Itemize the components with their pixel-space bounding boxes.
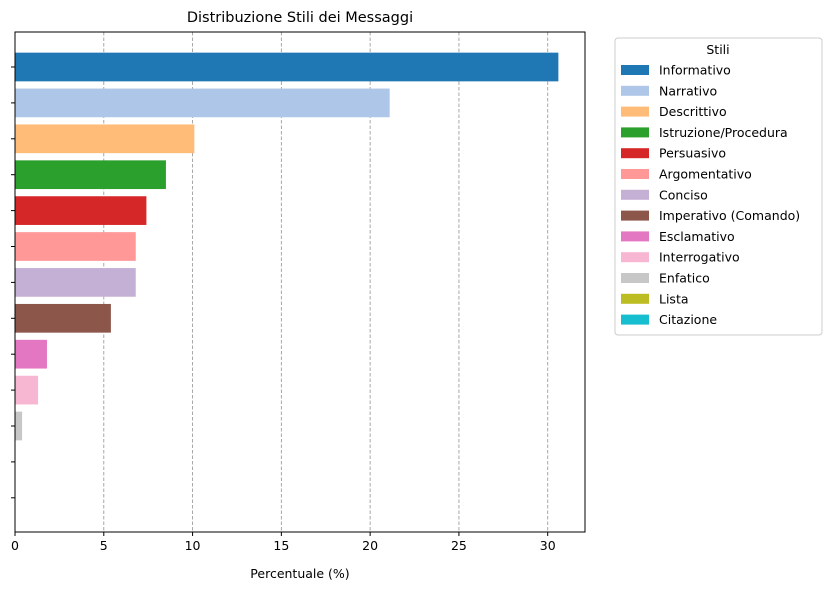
legend-swatch [621,293,649,304]
x-tick-label: 10 [185,538,201,553]
legend-label: Conciso [659,187,708,202]
legend-swatch [621,273,649,283]
legend-label: Imperativo (Comando) [659,208,800,223]
legend-swatch [621,148,649,159]
legend-frame [614,37,823,336]
bar-esclamativo [15,339,47,369]
legend-label: Interrogativo [659,250,740,265]
legend: Stili Informativo Narrativo Descrittivo Ist… [614,37,823,336]
x-tick-label: 30 [540,538,556,553]
chart-title: Distribuzione Stili dei Messaggi [187,10,413,26]
legend-label: Lista [659,291,689,306]
legend-swatch [621,210,649,221]
legend-swatch [621,85,649,96]
legend-label: Argomentativo [659,167,752,182]
legend-label: Narrativo [659,83,717,98]
x-tick-label: 15 [273,538,289,553]
x-tick-label: 20 [362,538,378,553]
plot-frame [14,31,586,533]
legend-label: Citazione [659,312,717,327]
bar-descrittivo [15,124,195,154]
bars [15,52,559,441]
legend-swatch [621,189,649,200]
legend-swatch [621,231,649,242]
bar-enfatico [15,411,23,441]
bar-istruzione-procedura [15,160,166,190]
legend-label: Descrittivo [659,104,727,119]
legend-swatch [621,169,649,179]
legend-swatch [621,106,649,117]
legend-title: Stili [706,42,729,57]
x-tick-label: 0 [11,538,19,553]
bar-persuasivo [15,196,147,225]
bar-narrativo [15,88,390,118]
bar-informativo [15,52,559,82]
legend-label: Esclamativo [659,229,735,244]
legend-label: Enfatico [659,271,710,286]
x-tick-label: 5 [100,538,108,553]
axis-ticks: 0 5 10 15 20 25 30 [11,66,556,553]
bar-argomentativo [15,232,136,261]
x-tick-label: 25 [451,538,467,553]
legend-items: Informativo Narrativo Descrittivo Istruzion… [621,63,800,327]
legend-label: Informativo [659,63,731,78]
bar-imperativo-comando [15,303,111,333]
legend-label: Persuasivo [659,146,726,161]
legend-swatch [621,314,649,325]
legend-swatch [621,127,649,138]
legend-label: Istruzione/Procedura [659,125,788,140]
x-axis-label: Percentuale (%) [250,566,349,581]
bar-conciso [15,268,136,297]
legend-swatch [621,65,649,75]
legend-swatch [621,252,649,263]
bar-interrogativo [15,375,39,405]
